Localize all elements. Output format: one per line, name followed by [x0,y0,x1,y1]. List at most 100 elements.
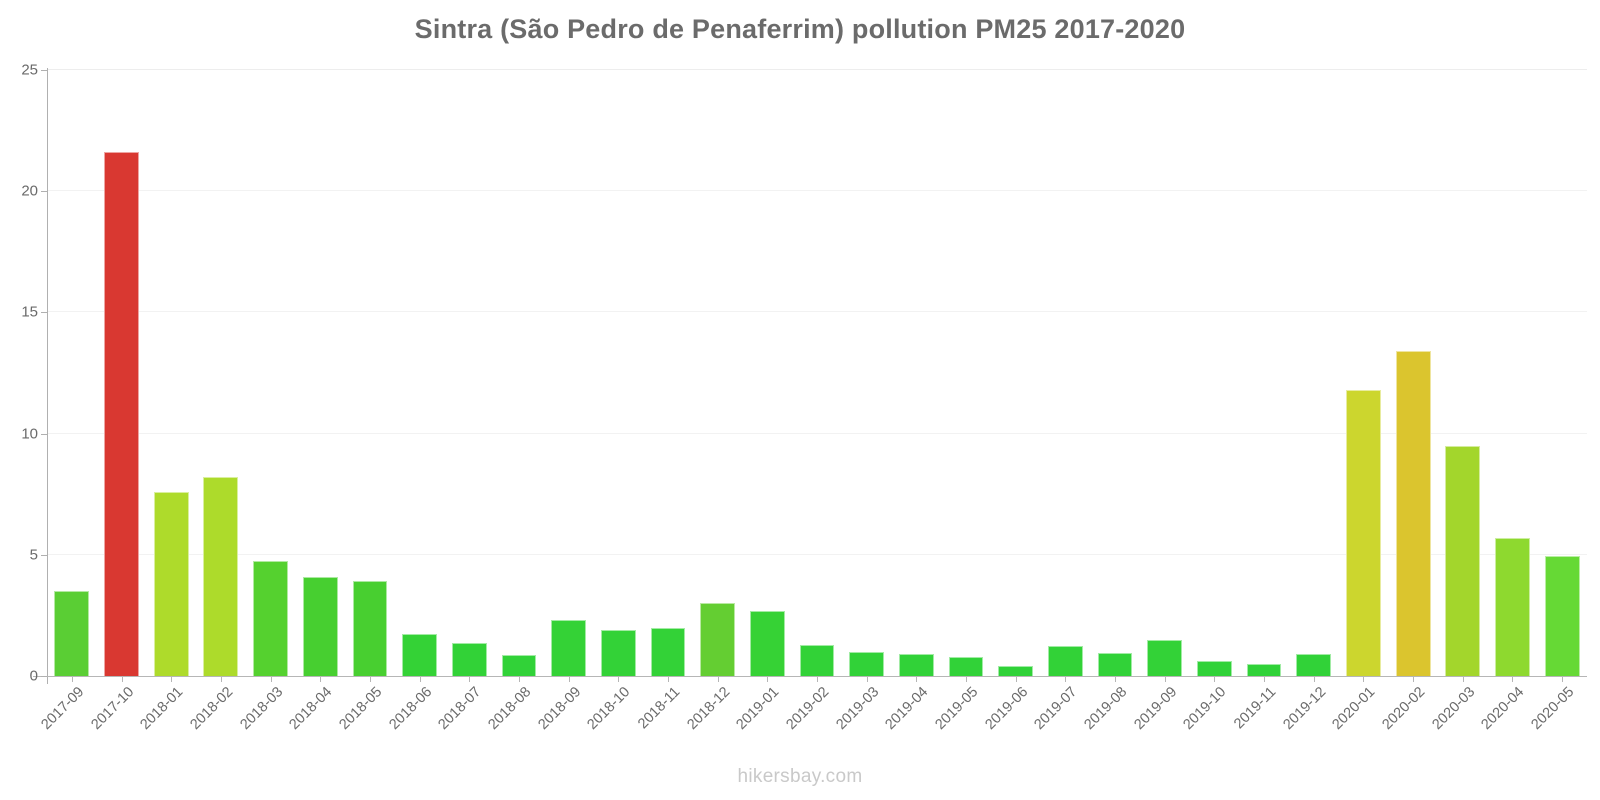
y-axis-tick-mark [41,554,47,556]
y-axis-tick-mark [41,191,47,193]
bar-rect [501,655,537,676]
x-axis-tick-mark [916,676,918,682]
bar-rect [948,656,984,676]
bar-rect [302,576,338,676]
x-axis-tick-mark [121,676,123,682]
x-axis-tick-mark [1562,676,1564,682]
bar-rect [153,491,189,676]
gridline [47,432,1587,434]
x-axis-tick-mark [220,676,222,682]
bar[interactable] [898,70,934,676]
bar[interactable] [1048,70,1083,676]
x-axis-tick-mark [1512,676,1514,682]
gridline [47,311,1587,313]
x-axis-tick-mark [667,676,669,682]
y-axis-tick-label: 0 [29,667,38,685]
y-axis-tick-label: 10 [21,425,38,443]
gridline [47,69,1587,70]
x-axis-tick-mark [1413,676,1415,682]
y-axis-tick-label: 20 [21,182,38,200]
bar[interactable] [153,70,189,676]
bar[interactable] [551,70,586,676]
bar-series [47,70,1587,676]
bar-rect [849,651,885,676]
x-axis-tick-mark [1264,676,1266,682]
x-axis-tick-mark [1164,676,1166,682]
x-axis-tick-mark [866,676,868,682]
bar-rect [1246,663,1282,676]
bar[interactable] [799,70,835,676]
bar-rect [1445,445,1481,676]
bar[interactable] [600,70,636,676]
x-axis-tick-mark [171,676,173,682]
x-axis-tick-mark [568,676,570,682]
x-axis-tick-mark [1015,676,1017,682]
bar-rect [1296,654,1332,676]
bar-rect [1097,652,1133,676]
y-axis-tick-label: 25 [21,61,38,79]
x-axis-tick-mark [419,676,421,682]
x-axis-tick-mark [71,676,73,682]
bar[interactable] [352,70,388,676]
x-axis-tick-mark [1462,676,1464,682]
x-axis-line [33,676,1587,677]
bar-rect [451,643,487,676]
bar-rect [253,560,288,676]
bar[interactable] [402,70,437,676]
y-axis-tick-mark [41,312,47,314]
y-axis-tick-mark [41,433,47,435]
bar[interactable] [104,70,139,676]
y-axis-tick-mark [41,676,47,677]
y-axis-line [47,68,48,684]
gridline [47,190,1587,192]
plot-area [47,69,1587,676]
bar[interactable] [749,70,785,676]
x-axis-tick-mark [1115,676,1117,682]
bar-rect [203,477,239,676]
bar[interactable] [302,70,338,676]
x-axis-tick-mark [1363,676,1365,682]
bar[interactable] [1246,70,1282,676]
bar-rect [1147,639,1183,676]
bar[interactable] [54,70,90,676]
y-axis-tick-mark [41,70,47,71]
bar[interactable] [1296,70,1332,676]
chart-title: Sintra (São Pedro de Penaferrim) polluti… [414,14,1186,44]
x-axis-tick-labels: 2017-09 2017-10 2018-01 2018-02 2018-03 2018-… [38,676,1587,796]
bar-rect [700,603,736,676]
bar[interactable] [849,70,885,676]
x-axis-tick-mark [717,676,719,682]
gridline [47,553,1587,555]
bar[interactable] [1544,70,1580,676]
x-axis-tick-mark [518,676,520,682]
bar-rect [352,581,388,676]
x-axis-tick-mark [618,676,620,682]
bar[interactable] [1147,70,1183,676]
bar[interactable] [1395,70,1431,676]
bar[interactable] [1197,70,1232,676]
bar[interactable] [650,70,686,676]
bar[interactable] [501,70,537,676]
x-axis-tick-mark [1313,676,1315,682]
bar[interactable] [451,70,487,676]
bar-rect [1197,661,1232,676]
x-axis-tick-mark [369,676,371,682]
bar-rect [799,644,835,676]
bar[interactable] [1346,70,1381,676]
bar[interactable] [253,70,288,676]
x-axis-tick-mark [1214,676,1216,682]
bar[interactable] [203,70,239,676]
x-axis-tick-mark [1065,676,1067,682]
bar[interactable] [1495,70,1530,676]
bar-rect [998,666,1034,676]
bar-rect [1346,389,1381,676]
bar[interactable] [948,70,984,676]
bar[interactable] [1097,70,1133,676]
x-axis-tick-mark [767,676,769,682]
bar[interactable] [1445,70,1481,676]
bar[interactable] [700,70,736,676]
bar-rect [1544,556,1580,676]
bar-rect [402,633,437,676]
bar[interactable] [998,70,1034,676]
